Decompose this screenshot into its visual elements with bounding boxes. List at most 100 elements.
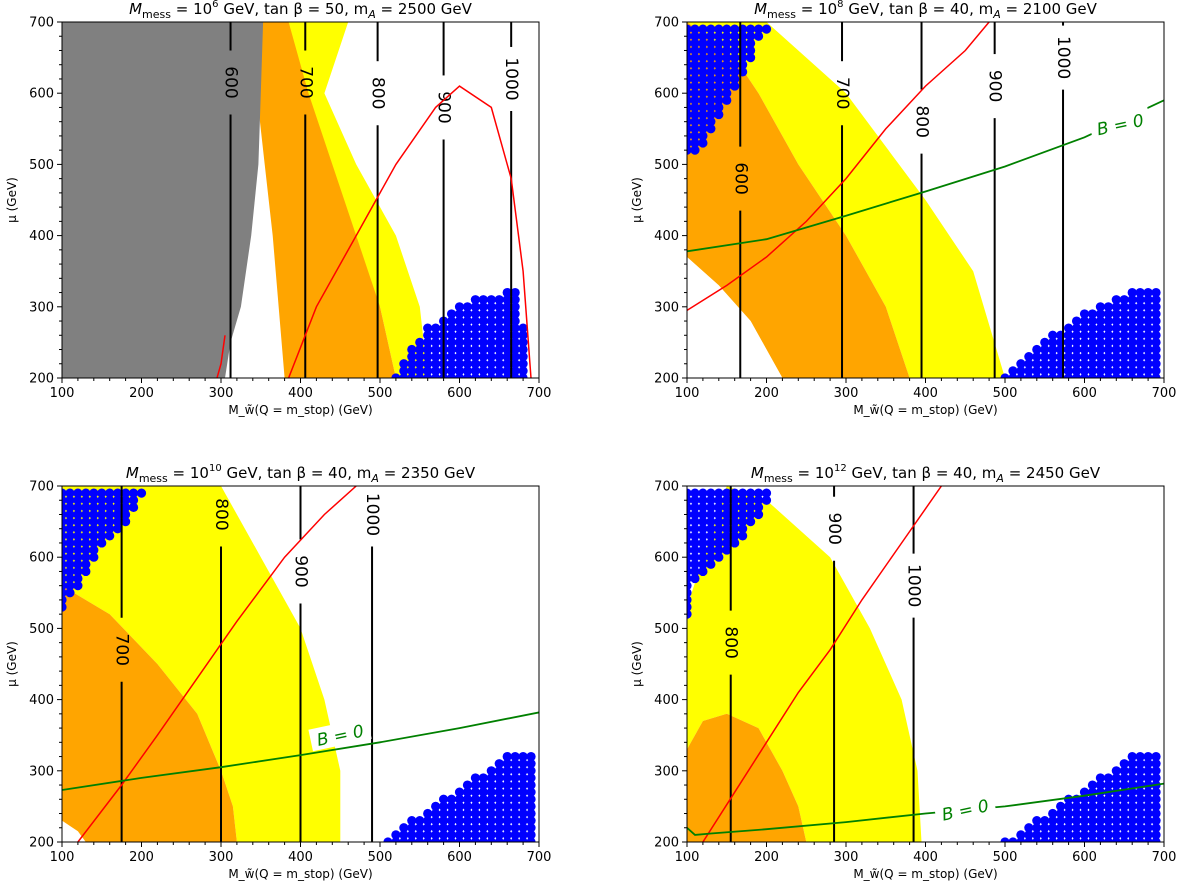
- blue-dot: [1079, 330, 1090, 340]
- x-tick-label: 600: [447, 386, 472, 401]
- blue-dot: [470, 337, 480, 347]
- blue-dot: [478, 295, 488, 305]
- blue-dot: [687, 74, 692, 84]
- blue-dot: [687, 581, 692, 591]
- blue-dot: [1135, 309, 1145, 319]
- contour-label: 700: [295, 66, 315, 98]
- blue-dot: [62, 573, 67, 584]
- blue-dot: [1111, 794, 1121, 804]
- gray-region: [62, 22, 264, 378]
- blue-dot: [1079, 337, 1090, 347]
- blue-dot: [714, 53, 724, 63]
- blue-dot: [423, 337, 433, 347]
- blue-dot: [753, 24, 764, 34]
- blue-dot: [690, 517, 700, 527]
- blue-dot: [1024, 366, 1034, 376]
- blue-dot: [706, 524, 716, 534]
- blue-dot: [518, 352, 528, 362]
- b-zero-label-bg: [1088, 106, 1152, 141]
- blue-dot: [1095, 359, 1105, 369]
- blue-dot: [462, 316, 473, 326]
- red-curve: [702, 486, 943, 842]
- blue-dot: [62, 581, 67, 591]
- blue-dot: [65, 517, 75, 527]
- blue-dot: [105, 509, 115, 520]
- blue-dot: [407, 366, 417, 376]
- blue-dot: [746, 509, 756, 520]
- blue-dot: [1103, 773, 1113, 783]
- blue-dot: [690, 124, 700, 134]
- blue-dot: [89, 517, 99, 527]
- blue-dot: [1151, 337, 1161, 347]
- blue-dot: [706, 24, 716, 34]
- blue-dot: [730, 502, 740, 512]
- y-tick-label: 500: [654, 622, 679, 637]
- blue-dot: [526, 816, 536, 826]
- blue-dot: [1095, 344, 1105, 355]
- blue-dot: [1064, 823, 1074, 833]
- blue-dot: [714, 495, 724, 505]
- blue-dot: [81, 545, 91, 555]
- blue-dot: [1151, 366, 1161, 376]
- blue-dot: [510, 794, 520, 804]
- blue-dot: [714, 538, 724, 548]
- blue-dot: [1048, 823, 1058, 833]
- blue-dot: [698, 31, 708, 41]
- blue-dot: [698, 545, 708, 555]
- blue-dot: [518, 759, 528, 769]
- blue-dot: [1103, 808, 1113, 819]
- blue-dot: [687, 60, 692, 70]
- blue-dot: [1071, 830, 1082, 840]
- blue-dot: [1143, 366, 1153, 376]
- blue-dot: [1151, 830, 1161, 840]
- blue-dot: [730, 531, 740, 541]
- b-zero-line: [687, 99, 1164, 253]
- blue-dot: [1103, 352, 1113, 362]
- blue-dot: [518, 337, 528, 347]
- blue-dot: [1087, 366, 1098, 376]
- blue-dot: [446, 323, 457, 333]
- blue-dot: [415, 816, 425, 826]
- blue-dot: [1127, 773, 1137, 783]
- blue-dot: [706, 31, 716, 41]
- blue-dot: [128, 502, 139, 512]
- blue-dot: [706, 95, 716, 105]
- y-axis-label: μ (GeV): [630, 177, 644, 223]
- y-tick-label: 300: [654, 764, 679, 779]
- blue-dot: [73, 573, 83, 584]
- y-tick-label: 300: [29, 300, 54, 315]
- blue-dot: [470, 366, 480, 376]
- blue-dot: [470, 773, 480, 783]
- blue-dot: [714, 517, 724, 527]
- blue-dot: [510, 773, 520, 783]
- blue-dot: [399, 823, 409, 833]
- blue-dot: [1064, 830, 1074, 840]
- blue-dot: [486, 316, 496, 326]
- blue-dot: [1111, 766, 1121, 776]
- blue-dot: [753, 31, 764, 41]
- blue-dot: [1143, 830, 1153, 840]
- blue-dot: [1111, 344, 1121, 355]
- blue-dot: [1103, 316, 1113, 326]
- blue-dot: [687, 67, 692, 77]
- blue-dot: [446, 794, 457, 804]
- blue-dot: [62, 595, 67, 605]
- blue-dot: [722, 517, 732, 527]
- blue-dot: [62, 566, 67, 577]
- yellow-region: [687, 22, 1005, 378]
- blue-dot: [62, 559, 67, 569]
- blue-dot: [446, 359, 457, 369]
- blue-dot: [494, 801, 504, 812]
- blue-dot: [121, 509, 131, 520]
- blue-dot: [1056, 823, 1066, 833]
- blue-dot: [1103, 794, 1113, 804]
- blue-dot: [502, 337, 512, 347]
- blue-dot: [1127, 830, 1137, 840]
- blue-dot: [399, 830, 409, 840]
- blue-dot: [1111, 808, 1121, 819]
- blue-dot: [105, 502, 115, 512]
- x-tick-label: 100: [675, 386, 700, 401]
- blue-dot: [462, 337, 473, 347]
- blue-dot: [1135, 287, 1145, 298]
- blue-dot: [1119, 302, 1129, 312]
